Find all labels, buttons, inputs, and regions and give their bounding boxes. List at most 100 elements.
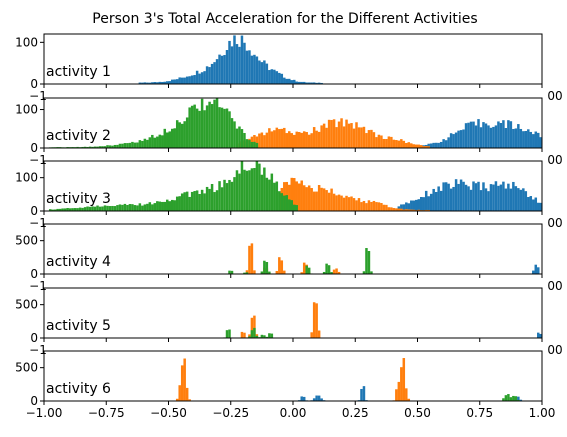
x-tick-label-overlap-left: −1	[29, 89, 47, 103]
histogram-bar	[377, 202, 381, 211]
y-tick-label: 0	[30, 331, 38, 345]
histogram-bar	[494, 125, 498, 148]
histogram-bar	[230, 181, 234, 211]
histogram-bar	[362, 126, 366, 148]
histogram-bar	[233, 35, 236, 84]
histogram-bar	[116, 205, 119, 211]
histogram-bar	[248, 50, 251, 84]
histogram-bar	[156, 201, 159, 211]
histogram-bar	[230, 118, 234, 148]
histogram-bar	[205, 66, 209, 84]
histogram-bar	[108, 145, 112, 148]
histogram-bar	[360, 202, 363, 211]
panel-6: 0 500 −1.00 −0.75 −0.50 −0.25 0.00 0.25 0.50 0.75…	[15, 350, 555, 420]
histogram-bar	[53, 209, 57, 211]
panel-label: activity 6	[46, 381, 111, 397]
histogram-bar	[255, 161, 259, 211]
histogram-bar	[56, 208, 59, 211]
histogram-bar	[307, 185, 311, 211]
histogram-bar	[482, 182, 485, 211]
histogram-bar	[407, 142, 411, 148]
x-tick-label: 0.25	[342, 406, 369, 420]
histogram-bar	[268, 128, 271, 148]
histogram-bar	[280, 260, 284, 274]
histogram-bar	[235, 44, 239, 84]
histogram-bar	[459, 130, 463, 148]
histogram-bar	[188, 107, 191, 148]
histogram-bar	[534, 264, 538, 274]
histogram-bar	[375, 202, 378, 211]
histogram-bar	[146, 139, 149, 148]
histogram-bar	[175, 398, 179, 401]
histogram-bar	[527, 129, 530, 148]
histogram-bar	[168, 201, 171, 211]
histogram-bar	[482, 122, 485, 148]
histogram-bar	[529, 196, 533, 211]
histogram-bar	[166, 199, 169, 211]
histogram-bar	[183, 192, 186, 211]
histogram-bar	[225, 108, 229, 148]
histogram-bar	[392, 139, 396, 148]
histogram-bar	[131, 204, 134, 211]
histogram-bar	[233, 177, 236, 211]
histogram-bar	[307, 82, 311, 84]
histogram-bar	[489, 127, 493, 148]
histogram-bar	[417, 209, 420, 211]
histogram-bar	[166, 81, 169, 84]
histogram-bar	[111, 205, 114, 211]
histogram-bar	[293, 79, 296, 84]
histogram-bar	[293, 134, 296, 148]
histogram-bar	[205, 105, 209, 148]
histogram-bar	[437, 142, 440, 148]
histogram-bar	[88, 146, 92, 148]
histogram-bar	[76, 208, 79, 211]
y-tick-label: 0	[30, 204, 38, 218]
histogram-bar	[278, 191, 281, 211]
histogram-bar	[352, 128, 356, 148]
histogram-bar	[265, 132, 269, 148]
histogram-bar	[93, 146, 97, 148]
histogram-bar	[372, 132, 376, 148]
histogram-bar	[437, 186, 440, 211]
histogram-bar	[258, 133, 261, 148]
histogram-bar	[357, 127, 361, 148]
histogram-bar	[305, 187, 308, 211]
axes-frame	[43, 33, 543, 85]
x-tick-label: 0.50	[404, 406, 431, 420]
histogram-bar	[173, 200, 176, 211]
histogram-bar	[412, 200, 416, 211]
y-tick-label: 0	[30, 394, 38, 408]
histogram-bar	[225, 50, 229, 84]
histogram-bar	[178, 122, 181, 148]
histogram-bar	[385, 139, 388, 148]
histogram-bar	[410, 200, 413, 211]
histogram-bar	[474, 183, 478, 211]
histogram-bar	[397, 381, 401, 401]
histogram-bar	[335, 195, 338, 211]
histogram-bar	[395, 140, 398, 148]
histogram-bar	[200, 189, 204, 211]
histogram-bar	[315, 130, 318, 148]
histogram-bar	[141, 82, 144, 84]
histogram-bar	[218, 107, 221, 148]
histogram-bar	[275, 71, 279, 84]
histogram-bar	[86, 206, 89, 211]
histogram-bar	[250, 243, 254, 274]
histogram-bar	[153, 82, 157, 84]
histogram-bar	[235, 128, 239, 148]
histogram-bar	[537, 332, 540, 338]
histogram-bar	[158, 81, 162, 84]
histogram-bar	[517, 396, 520, 401]
histogram-bar	[163, 81, 167, 84]
histogram-bar	[534, 197, 538, 211]
histogram-bar	[270, 131, 274, 148]
histogram-bar	[248, 140, 251, 148]
histogram-bar	[168, 131, 171, 148]
histogram-bar	[126, 143, 129, 148]
histogram-bar	[161, 201, 164, 211]
histogram-bar	[300, 272, 303, 274]
histogram-bar	[98, 146, 102, 148]
histogram-bar	[367, 251, 371, 274]
x-tick-label-overlap-right: 00	[547, 153, 562, 167]
